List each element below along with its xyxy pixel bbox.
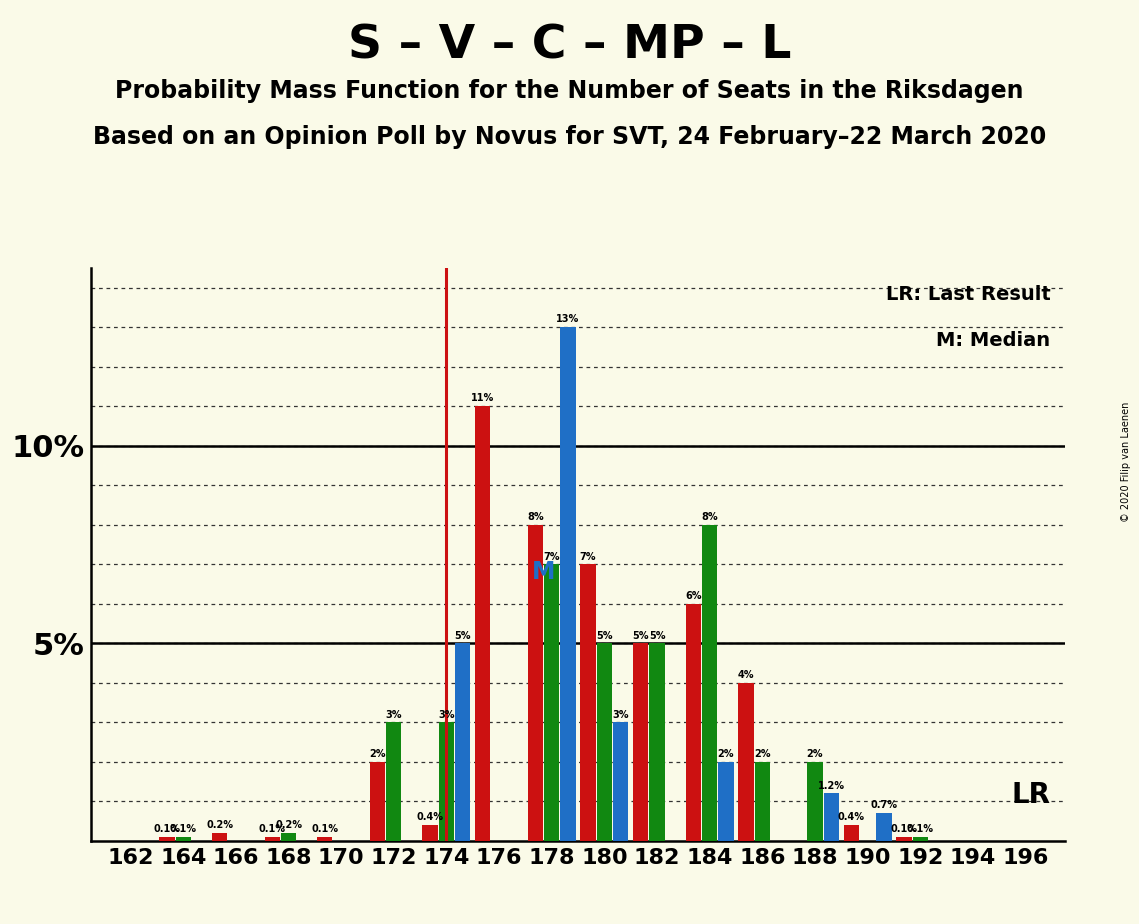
Bar (527, 525, 543, 841)
Text: 0.1%: 0.1% (154, 824, 180, 834)
Bar (844, 825, 859, 841)
Bar (808, 761, 822, 841)
Text: 0.1%: 0.1% (259, 824, 286, 834)
Bar (456, 643, 470, 841)
Text: 6%: 6% (685, 591, 702, 601)
Text: 8%: 8% (527, 512, 543, 522)
Bar (317, 837, 333, 841)
Text: Based on an Opinion Poll by Novus for SVT, 24 February–22 March 2020: Based on an Opinion Poll by Novus for SV… (93, 125, 1046, 149)
Text: S – V – C – MP – L: S – V – C – MP – L (347, 23, 792, 68)
Text: 5%: 5% (632, 630, 649, 640)
Text: 2%: 2% (806, 749, 823, 759)
Text: 1.2%: 1.2% (818, 781, 845, 791)
Bar (281, 833, 296, 841)
Bar (439, 723, 454, 841)
Text: 5%: 5% (454, 630, 472, 640)
Bar (702, 525, 718, 841)
Bar (896, 837, 911, 841)
Text: 4%: 4% (738, 670, 754, 680)
Bar (738, 683, 754, 841)
Text: LR: Last Result: LR: Last Result (886, 286, 1050, 304)
Text: 0.4%: 0.4% (417, 812, 443, 822)
Bar (386, 723, 401, 841)
Bar (633, 643, 648, 841)
Bar (544, 565, 559, 841)
Bar (581, 565, 596, 841)
Text: 5%: 5% (596, 630, 613, 640)
Text: 5%: 5% (649, 630, 665, 640)
Text: M: Median: M: Median (936, 331, 1050, 350)
Text: 0.1%: 0.1% (907, 824, 934, 834)
Bar (823, 794, 839, 841)
Bar (686, 603, 700, 841)
Text: 0.2%: 0.2% (206, 821, 233, 830)
Bar (755, 761, 770, 841)
Text: 0.7%: 0.7% (870, 800, 898, 810)
Bar (719, 761, 734, 841)
Bar (175, 837, 191, 841)
Bar (560, 327, 575, 841)
Bar (876, 813, 892, 841)
Text: 0.4%: 0.4% (838, 812, 865, 822)
Text: 2%: 2% (754, 749, 770, 759)
Text: LR: LR (1011, 782, 1050, 809)
Text: 13%: 13% (557, 314, 580, 324)
Text: 7%: 7% (543, 552, 560, 562)
Text: Probability Mass Function for the Number of Seats in the Riksdagen: Probability Mass Function for the Number… (115, 79, 1024, 103)
Text: 2%: 2% (369, 749, 386, 759)
Text: 11%: 11% (472, 394, 494, 404)
Text: 0.1%: 0.1% (311, 824, 338, 834)
Bar (475, 407, 491, 841)
Text: © 2020 Filip van Laenen: © 2020 Filip van Laenen (1121, 402, 1131, 522)
Bar (423, 825, 437, 841)
Text: 3%: 3% (386, 710, 402, 720)
Bar (159, 837, 174, 841)
Text: 3%: 3% (613, 710, 629, 720)
Text: 3%: 3% (439, 710, 454, 720)
Text: 0.1%: 0.1% (891, 824, 917, 834)
Text: 2%: 2% (718, 749, 735, 759)
Text: 0.1%: 0.1% (170, 824, 197, 834)
Text: 7%: 7% (580, 552, 597, 562)
Bar (264, 837, 280, 841)
Bar (212, 833, 227, 841)
Text: M: M (532, 560, 556, 584)
Text: 8%: 8% (702, 512, 718, 522)
Bar (613, 723, 629, 841)
Text: 0.2%: 0.2% (274, 821, 302, 830)
Bar (370, 761, 385, 841)
Bar (597, 643, 612, 841)
Bar (912, 837, 928, 841)
Bar (649, 643, 665, 841)
